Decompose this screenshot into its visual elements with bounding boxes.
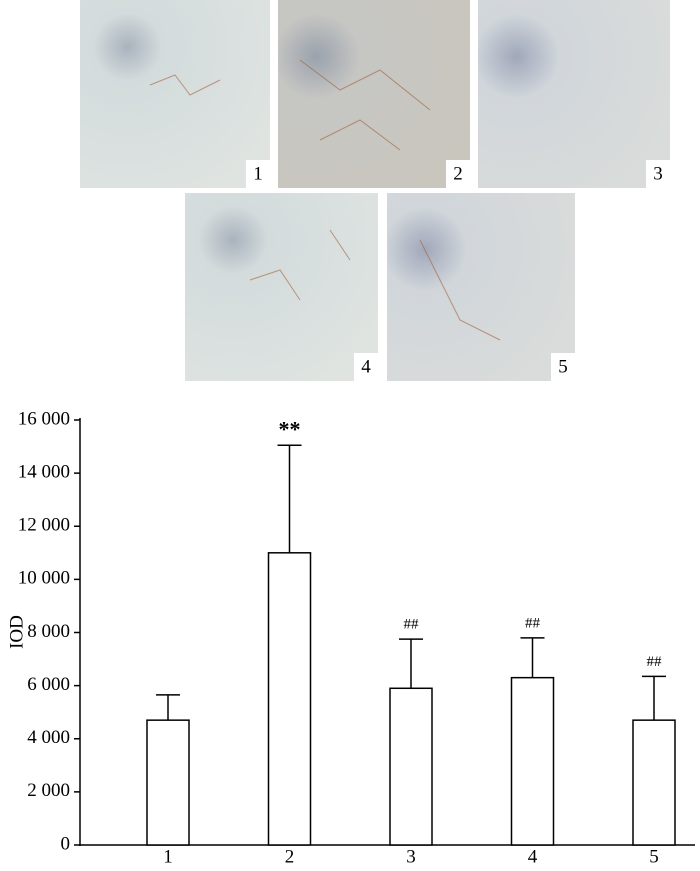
x-tick-label: 5 [649,846,659,866]
bar [632,719,676,846]
micrograph [278,0,470,188]
y-tick-label: 10 000 [18,568,70,589]
panel-label-box [646,160,670,188]
panel-label: 2 [453,163,463,184]
micrograph [80,0,270,188]
y-tick-label: 16 000 [18,408,70,429]
x-tick-label: 4 [528,846,538,866]
panel-label: 4 [361,356,371,377]
micrograph [387,193,575,381]
significance-mark: ## [647,654,663,670]
panel-label: 3 [653,163,663,184]
panel-label: 1 [253,163,263,184]
significance-mark: ## [525,615,541,631]
bar [146,719,190,846]
y-tick-label: 8 000 [27,621,70,642]
significance-mark: ** [279,416,301,441]
y-tick-label: 6 000 [27,674,70,695]
stain-fibers [149,59,501,341]
panel-label-box [246,160,270,188]
y-tick-label: 2 000 [27,780,70,801]
micrograph [478,0,670,188]
y-tick-label: 12 000 [18,515,70,536]
x-tick-label: 2 [285,846,295,866]
micrograph [185,193,378,381]
bar [510,676,555,846]
bar [267,552,312,846]
y-axis-label: IOD [6,615,27,649]
x-tick-label: 1 [163,846,173,866]
panel-label: 5 [558,356,568,377]
panel-label-box [446,160,470,188]
significance-mark: ## [404,617,420,633]
panel-labels: 1 2 3 4 5 [246,160,670,381]
panel-label-box [354,353,378,381]
bar [389,687,433,846]
y-tick-label: 4 000 [27,727,70,748]
x-tick-label: 3 [406,846,416,866]
y-tick-label: 14 000 [18,461,70,482]
micrographs [80,0,670,381]
panel-label-box [551,353,575,381]
y-tick-label: 0 [61,833,71,854]
